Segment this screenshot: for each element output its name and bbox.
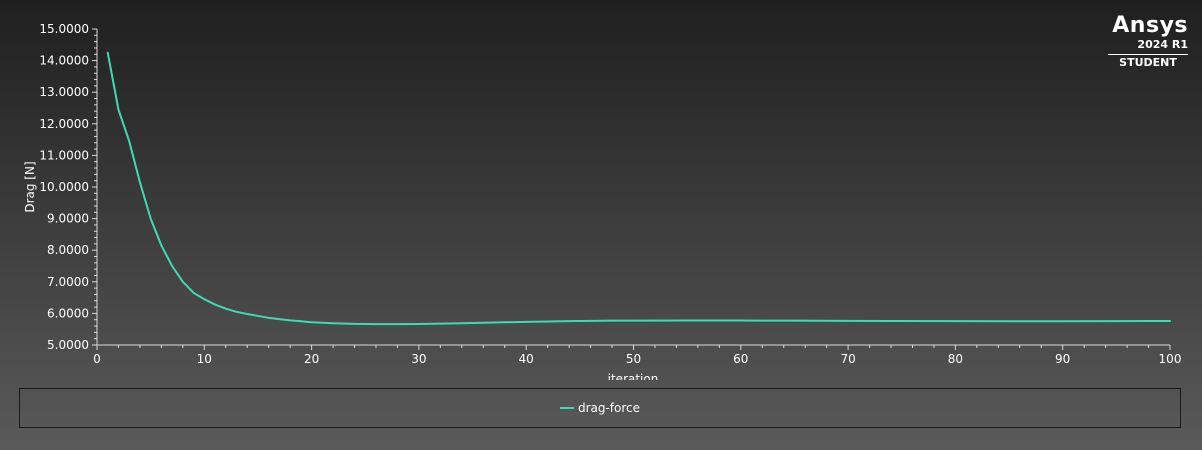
x-tick-label: 90 (1055, 352, 1070, 366)
x-tick-label: 40 (519, 352, 534, 366)
y-tick-label: 15.0000 (39, 22, 89, 36)
series-line-drag-force (106, 51, 1171, 326)
x-tick-label: 80 (948, 352, 963, 366)
legend-swatch (559, 407, 574, 409)
y-axis-title: Drag [N] (23, 161, 37, 212)
drag-chart: 5.0000 6.0000 7.0000 8.0000 9.0000 10.0000 11.… (23, 22, 1182, 380)
y-tick-label: 10.0000 (39, 180, 89, 194)
y-tick-label: 5.0000 (47, 338, 89, 352)
y-tick-label: 6.0000 (47, 306, 89, 320)
legend-item-drag-force[interactable]: drag-force (559, 401, 641, 415)
y-tick-label: 14.0000 (39, 54, 89, 68)
x-axis-title: iteration (608, 372, 659, 380)
x-tick-label: 60 (733, 352, 748, 366)
logo-version: 2024 R1 (1108, 38, 1188, 55)
x-tick-label: 20 (304, 352, 319, 366)
y-tick-label: 11.0000 (39, 148, 89, 162)
y-tick-label: 8.0000 (47, 243, 89, 257)
x-tick-label: 100 (1159, 352, 1182, 366)
x-tick-label: 70 (840, 352, 855, 366)
x-tick-label: 10 (197, 352, 212, 366)
y-tick-label: 12.0000 (39, 117, 89, 131)
ansys-logo: Ansys 2024 R1 STUDENT (1108, 14, 1188, 71)
x-tick-label: 50 (626, 352, 641, 366)
series-group (106, 51, 1171, 326)
y-tick-label: 7.0000 (47, 275, 89, 289)
y-axis: 5.0000 6.0000 7.0000 8.0000 9.0000 10.0000 11.… (39, 22, 98, 352)
logo-brand: Ansys (1112, 13, 1188, 38)
x-axis: 0 10 20 30 40 50 60 70 80 90 100 (93, 344, 1182, 366)
legend: drag-force (19, 388, 1181, 428)
x-tick-label: 0 (93, 352, 101, 366)
y-tick-label: 9.0000 (47, 212, 89, 226)
x-tick-label: 30 (411, 352, 426, 366)
logo-edition: STUDENT (1119, 56, 1177, 69)
legend-label: drag-force (577, 401, 641, 415)
y-tick-label: 13.0000 (39, 85, 89, 99)
